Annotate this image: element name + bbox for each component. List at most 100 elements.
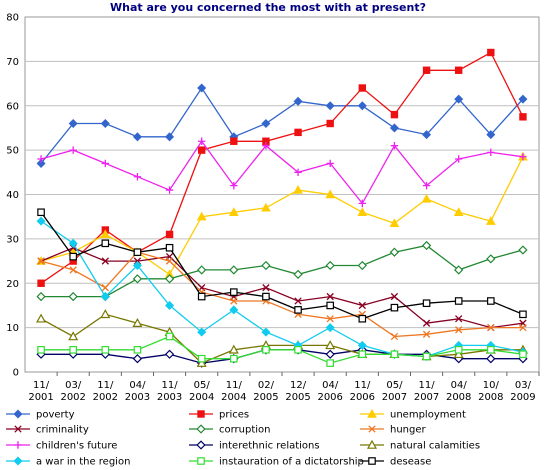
- data-point-unemployment: [357, 207, 368, 216]
- data-point-poverty: [486, 130, 496, 140]
- data-point-children-s-future: [519, 153, 527, 161]
- data-point-natural-calamities: [453, 349, 464, 359]
- data-point-unemployment: [261, 202, 271, 212]
- legend-marker: [368, 425, 376, 433]
- data-point-poverty: [422, 130, 432, 140]
- data-point-prices: [390, 110, 399, 119]
- data-point-poverty: [389, 123, 399, 133]
- data-point-children-s-future: [69, 146, 77, 154]
- data-point-a-war-in-the-region: [100, 292, 110, 302]
- data-point-corruption: [389, 247, 400, 257]
- data-point-corruption: [486, 254, 496, 264]
- data-point-natural-calamities: [36, 313, 47, 323]
- legend-label: prices: [219, 410, 249, 421]
- data-point-criminality: [294, 297, 302, 305]
- legend-label: natural calamities: [390, 441, 480, 452]
- data-point-prices: [294, 128, 302, 137]
- y-tick-label: 80: [6, 13, 19, 24]
- data-point-hunger: [69, 266, 77, 274]
- series-line-prices: [40, 51, 524, 284]
- data-point-corruption: [229, 265, 239, 275]
- data-point-interethnic-relations: [486, 354, 496, 364]
- data-point-instauration-of-a-dictatorship: [133, 346, 142, 354]
- data-point-corruption: [164, 274, 175, 284]
- data-point-desease: [390, 303, 399, 312]
- data-point-instauration-of-a-dictatorship: [326, 359, 334, 367]
- data-point-hunger: [390, 332, 399, 341]
- data-point-instauration-of-a-dictatorship: [454, 346, 463, 354]
- legend-item-natural-calamities: natural calamities: [360, 439, 480, 452]
- legend-item-unemployment: unemployment: [360, 408, 466, 421]
- data-point-interethnic-relations: [164, 349, 175, 359]
- data-point-interethnic-relations: [132, 354, 143, 364]
- legend-item-interethnic-relations: interethnic relations: [189, 440, 320, 452]
- y-tick-label: 70: [6, 57, 19, 68]
- legend-marker: [14, 425, 22, 433]
- series-line-corruption: [41, 244, 524, 298]
- data-point-desease: [197, 292, 206, 301]
- data-point-corruption: [325, 260, 335, 271]
- data-point-prices: [519, 113, 527, 121]
- data-point-prices: [487, 48, 495, 57]
- data-point-prices: [37, 279, 45, 287]
- data-point-instauration-of-a-dictatorship: [294, 346, 302, 354]
- legend-label: unemployment: [390, 410, 466, 421]
- series-desease: [37, 208, 527, 323]
- x-tick-label: 11/2001: [28, 380, 53, 403]
- data-point-poverty: [165, 132, 175, 142]
- series-line-a-war-in-the-region: [40, 220, 524, 358]
- y-tick-label: 0: [13, 368, 19, 379]
- data-point-unemployment: [389, 218, 400, 228]
- x-tick-label: 04/2003: [125, 380, 150, 403]
- legend-item-children-s-future: children's future: [6, 441, 117, 452]
- data-point-criminality: [101, 257, 109, 265]
- data-point-hunger: [165, 257, 174, 265]
- data-point-children-s-future: [358, 199, 367, 208]
- plot-area: 0 10 20 30 40 50 60 70 80 11/2001 03/2002 11/2002 04…: [6, 13, 540, 403]
- data-point-corruption: [261, 260, 271, 271]
- data-point-natural-calamities: [228, 344, 239, 354]
- data-point-poverty: [36, 158, 46, 168]
- x-tick-label: 11/2003: [157, 380, 182, 403]
- legend-item-instauration-of-a-dictatorship: instauration of a dictatorship: [189, 457, 364, 468]
- data-point-instauration-of-a-dictatorship: [390, 350, 399, 359]
- data-point-unemployment: [421, 193, 432, 203]
- series-hunger: [37, 248, 527, 341]
- data-point-hunger: [37, 257, 45, 265]
- data-point-desease: [69, 252, 77, 261]
- data-point-instauration-of-a-dictatorship: [37, 346, 45, 354]
- legend-item-desease: desease: [360, 457, 431, 468]
- legend-marker: [196, 424, 206, 434]
- data-point-instauration-of-a-dictatorship: [422, 352, 431, 361]
- x-tick-label: 11/2006: [350, 380, 375, 403]
- data-point-desease: [294, 306, 302, 314]
- x-tick-label: 04/2008: [446, 380, 471, 403]
- data-point-children-s-future: [454, 155, 463, 163]
- data-point-natural-calamities: [196, 357, 207, 367]
- data-point-a-war-in-the-region: [357, 340, 367, 350]
- data-point-children-s-future: [487, 148, 495, 157]
- data-point-natural-calamities: [132, 317, 143, 327]
- y-tick-label: 10: [6, 323, 19, 334]
- data-point-criminality: [455, 315, 463, 323]
- data-point-desease: [487, 297, 495, 305]
- series-line-instauration-of-a-dictatorship: [41, 335, 524, 364]
- data-point-hunger: [519, 323, 527, 332]
- data-point-poverty: [454, 94, 464, 104]
- series-line-natural-calamities: [40, 313, 523, 364]
- data-point-children-s-future: [230, 181, 238, 190]
- legend: poverty prices unemployment criminality corr…: [6, 408, 480, 468]
- legend-label: poverty: [36, 410, 75, 421]
- data-point-natural-calamities: [100, 309, 111, 319]
- data-point-natural-calamities: [68, 331, 79, 341]
- y-tick-label: 20: [6, 279, 19, 290]
- legend-item-criminality: criminality: [6, 425, 89, 436]
- y-tick-label: 50: [6, 146, 19, 157]
- x-tick-label: 03/2002: [60, 380, 85, 403]
- data-point-desease: [101, 239, 110, 248]
- data-point-poverty: [293, 96, 303, 106]
- data-point-poverty: [197, 83, 207, 93]
- series-line-unemployment: [40, 156, 524, 276]
- data-point-corruption: [132, 274, 143, 284]
